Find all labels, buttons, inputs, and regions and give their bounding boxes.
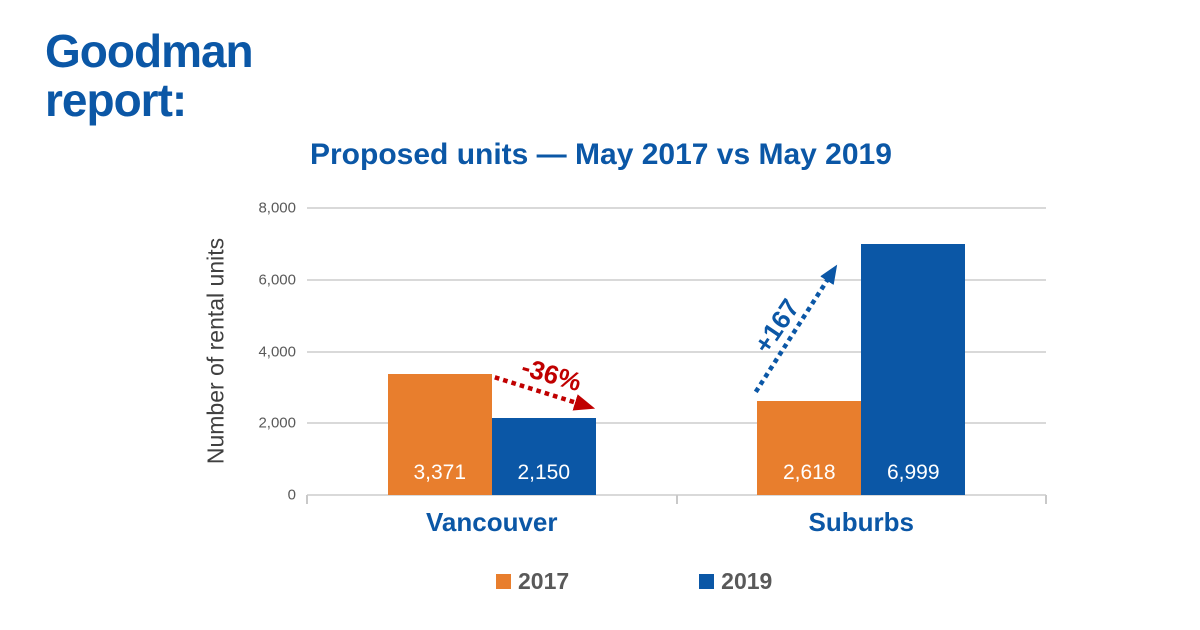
bar-value-label: 2,618 xyxy=(782,461,836,484)
legend-swatch-2019 xyxy=(699,574,715,589)
x-axis-tick xyxy=(675,495,678,504)
bar-2019-suburbs: 6,999 xyxy=(861,243,966,495)
bar-value-label: 2,150 xyxy=(517,461,571,484)
bar-value-label: 3,371 xyxy=(413,461,467,484)
legend-label: 2017 xyxy=(518,568,570,594)
legend: 2017 2019 xyxy=(496,568,772,595)
gridline xyxy=(307,422,1046,425)
gridline xyxy=(307,207,1046,209)
x-axis-tick xyxy=(306,495,308,504)
x-axis-tick xyxy=(1045,495,1047,504)
y-tick-label: 8,000 xyxy=(258,199,296,217)
bar-2019-vancouver: 2,150 xyxy=(491,417,596,495)
y-tick-label: 4,000 xyxy=(258,343,296,360)
brand-line-2: report: xyxy=(45,73,187,126)
legend-item-2019: 2019 xyxy=(699,568,772,595)
bar-value-label: 6,999 xyxy=(886,461,940,484)
brand-line-1: Goodman xyxy=(45,25,254,77)
legend-item-2017: 2017 xyxy=(496,568,569,595)
y-tick-label: 0 xyxy=(287,486,296,504)
y-tick-label: 2,000 xyxy=(258,414,296,432)
gridline xyxy=(307,350,1046,353)
plot-area: 3,371 2,150 2,618 6,999 xyxy=(307,207,1046,496)
legend-swatch-2017 xyxy=(496,574,511,589)
bar-2017-vancouver: 3,371 xyxy=(387,374,492,495)
bar-2017-suburbs: 2,618 xyxy=(757,401,862,495)
y-tick-label: 6,000 xyxy=(258,271,296,289)
brand-logo: Goodman report: xyxy=(45,25,254,126)
legend-label: 2019 xyxy=(721,568,773,594)
gridline xyxy=(307,278,1046,281)
chart-title: Proposed units — May 2017 vs May 2019 xyxy=(310,138,892,171)
x-category-label: Vancouver xyxy=(425,507,558,537)
x-category-label: Suburbs xyxy=(808,507,914,537)
bars-container: 3,371 2,150 2,618 6,999 xyxy=(307,208,1046,495)
